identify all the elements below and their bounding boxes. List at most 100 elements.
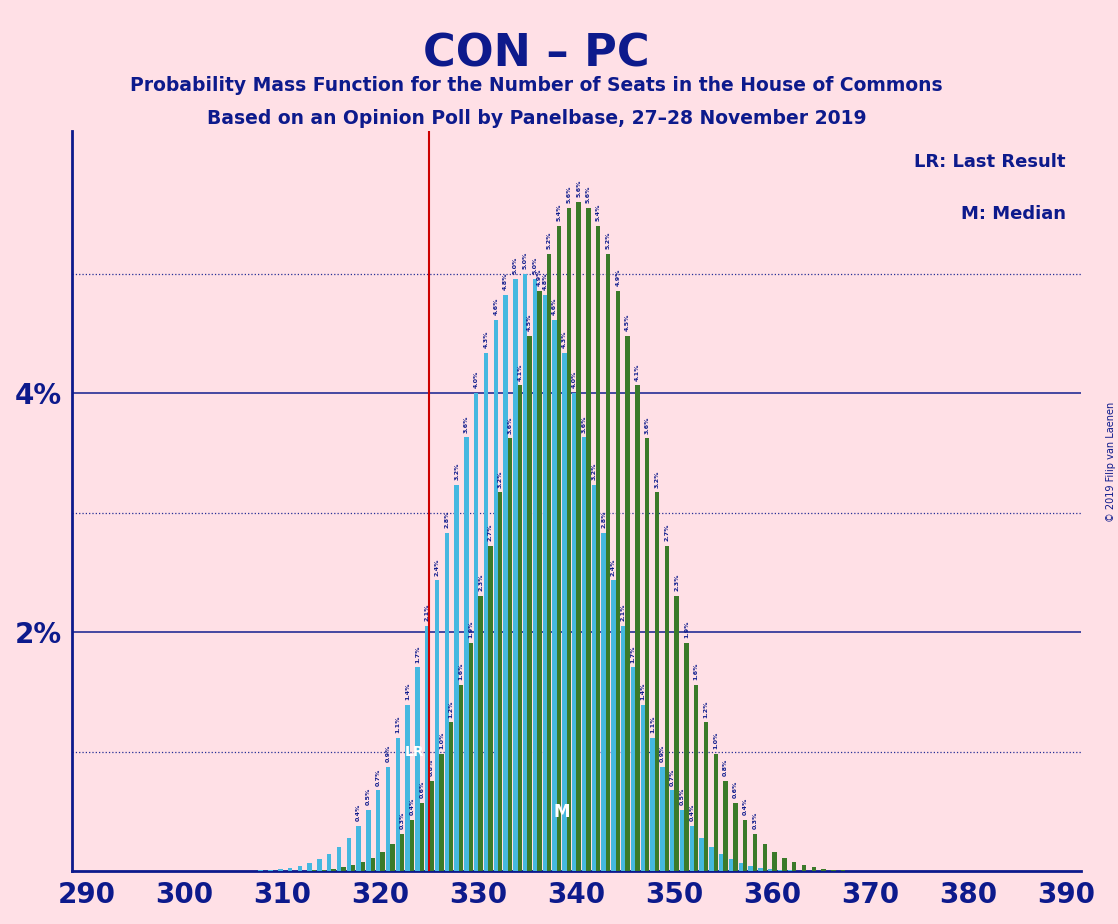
Text: 1.2%: 1.2%: [703, 700, 709, 718]
Bar: [498, 492, 502, 871]
Text: 0.6%: 0.6%: [733, 781, 738, 797]
Text: 1.1%: 1.1%: [396, 716, 400, 734]
Text: 5.4%: 5.4%: [596, 203, 600, 221]
Bar: [664, 545, 669, 871]
Text: 1.0%: 1.0%: [439, 732, 444, 749]
Text: 2.7%: 2.7%: [664, 523, 670, 541]
Text: 4.1%: 4.1%: [518, 363, 522, 381]
Text: 4.9%: 4.9%: [615, 269, 620, 286]
Text: 3.2%: 3.2%: [654, 470, 660, 488]
Text: 1.7%: 1.7%: [631, 645, 635, 663]
Text: 3.6%: 3.6%: [581, 415, 587, 432]
Text: 1.1%: 1.1%: [650, 716, 655, 734]
Bar: [606, 253, 610, 871]
Text: 3.6%: 3.6%: [508, 416, 512, 433]
Text: 1.6%: 1.6%: [693, 663, 699, 680]
Text: 5.0%: 5.0%: [523, 251, 528, 269]
Bar: [371, 858, 376, 871]
Bar: [690, 825, 694, 871]
Text: 0.6%: 0.6%: [419, 781, 425, 797]
Text: 2.8%: 2.8%: [601, 511, 606, 529]
Text: 1.4%: 1.4%: [641, 683, 645, 700]
Text: 2.3%: 2.3%: [674, 574, 679, 591]
Bar: [396, 738, 400, 871]
Text: 0.8%: 0.8%: [723, 759, 728, 776]
Bar: [468, 643, 473, 871]
Bar: [591, 485, 596, 871]
Bar: [489, 545, 493, 871]
Text: 2.3%: 2.3%: [479, 574, 483, 591]
Bar: [822, 869, 826, 871]
Bar: [474, 393, 479, 871]
Bar: [332, 869, 335, 871]
Bar: [694, 686, 699, 871]
Text: 4.1%: 4.1%: [635, 363, 639, 381]
Text: 2.7%: 2.7%: [487, 523, 493, 541]
Text: 4.8%: 4.8%: [542, 273, 548, 290]
Bar: [762, 845, 767, 871]
Bar: [347, 838, 351, 871]
Bar: [439, 754, 444, 871]
Text: 1.4%: 1.4%: [405, 683, 410, 700]
Bar: [425, 626, 429, 871]
Text: 2.4%: 2.4%: [610, 558, 616, 576]
Bar: [700, 838, 704, 871]
Text: 1.0%: 1.0%: [713, 732, 718, 749]
Text: 0.9%: 0.9%: [660, 745, 665, 762]
Text: 1.7%: 1.7%: [415, 645, 420, 663]
Bar: [631, 667, 635, 871]
Text: Based on an Opinion Poll by Panelbase, 27–28 November 2019: Based on an Opinion Poll by Panelbase, 2…: [207, 109, 866, 128]
Text: 3.2%: 3.2%: [454, 463, 459, 480]
Text: 3.2%: 3.2%: [498, 470, 503, 488]
Bar: [415, 667, 419, 871]
Bar: [748, 866, 752, 871]
Text: 4.8%: 4.8%: [503, 273, 509, 290]
Bar: [661, 767, 664, 871]
Text: 2.4%: 2.4%: [435, 558, 439, 576]
Bar: [322, 869, 326, 871]
Text: 1.9%: 1.9%: [468, 621, 473, 638]
Bar: [503, 295, 508, 871]
Bar: [684, 643, 689, 871]
Bar: [704, 723, 708, 871]
Bar: [792, 862, 796, 871]
Bar: [831, 869, 835, 871]
Bar: [562, 353, 567, 871]
Bar: [367, 810, 371, 871]
Bar: [464, 437, 468, 871]
Text: 4.3%: 4.3%: [484, 331, 489, 348]
Bar: [318, 859, 322, 871]
Text: 5.6%: 5.6%: [576, 180, 581, 198]
Text: 0.4%: 0.4%: [409, 797, 415, 815]
Text: 5.4%: 5.4%: [557, 203, 561, 221]
Text: M: M: [553, 803, 570, 821]
Text: 1.9%: 1.9%: [684, 621, 689, 638]
Bar: [484, 353, 489, 871]
Text: 2.8%: 2.8%: [444, 511, 449, 529]
Bar: [670, 790, 674, 871]
Text: 0.8%: 0.8%: [429, 759, 434, 776]
Text: 4.0%: 4.0%: [571, 371, 577, 388]
Bar: [406, 705, 410, 871]
Bar: [612, 580, 616, 871]
Text: 0.4%: 0.4%: [357, 803, 361, 821]
Text: 0.4%: 0.4%: [742, 797, 748, 815]
Text: CON – PC: CON – PC: [424, 32, 650, 76]
Text: 5.6%: 5.6%: [586, 186, 591, 203]
Text: 4.5%: 4.5%: [528, 313, 532, 331]
Bar: [513, 279, 518, 871]
Bar: [802, 865, 806, 871]
Text: 5.0%: 5.0%: [513, 257, 518, 274]
Bar: [655, 492, 660, 871]
Bar: [733, 803, 738, 871]
Bar: [400, 833, 405, 871]
Bar: [581, 437, 586, 871]
Bar: [783, 858, 787, 871]
Bar: [380, 852, 385, 871]
Bar: [312, 870, 316, 871]
Bar: [341, 868, 345, 871]
Bar: [494, 320, 498, 871]
Bar: [680, 810, 684, 871]
Bar: [743, 820, 748, 871]
Text: 0.9%: 0.9%: [386, 745, 390, 762]
